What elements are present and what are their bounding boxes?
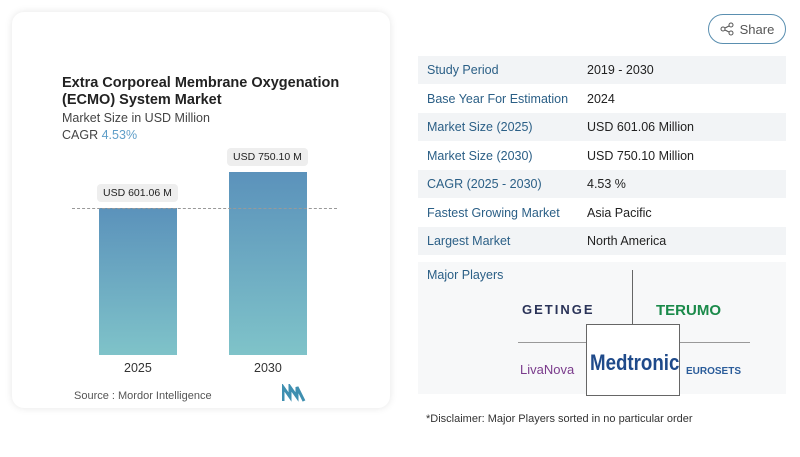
terumo-logo: TERUMO	[656, 302, 721, 319]
disclaimer: *Disclaimer: Major Players sorted in no …	[426, 413, 693, 425]
info-row: Market Size (2030) USD 750.10 Million	[418, 142, 786, 171]
source: Source : Mordor Intelligence	[74, 390, 212, 402]
chart-card	[12, 12, 390, 408]
medtronic-logo: Medtronic	[590, 350, 680, 375]
cagr-label: CAGR	[62, 128, 99, 142]
info-value: 2019 - 2030	[587, 63, 654, 77]
info-value: 2024	[587, 91, 615, 106]
bar-2030	[229, 172, 307, 355]
cagr: CAGR 4.53%	[62, 128, 137, 142]
data-label: USD 601.06 M	[97, 184, 178, 203]
share-icon	[720, 22, 734, 36]
info-key: CAGR (2025 - 2030)	[427, 177, 542, 191]
chart-subtitle: Market Size in USD Million	[62, 111, 210, 125]
info-value: Asia Pacific	[587, 205, 652, 220]
info-key: Fastest Growing Market	[427, 205, 560, 220]
info-value: 4.53 %	[587, 177, 626, 191]
major-players: Major Players GETINGE TERUMO LivaNova Me…	[418, 262, 786, 396]
info-key: Market Size (2030)	[427, 148, 533, 163]
info-key: Study Period	[427, 63, 499, 77]
info-value: USD 601.06 Million	[587, 120, 694, 134]
info-key: Largest Market	[427, 234, 511, 248]
share-label: Share	[739, 21, 775, 37]
x-tick-label: 2030	[254, 361, 282, 375]
bar-2025	[99, 208, 177, 355]
mordor-logo-icon	[282, 384, 306, 402]
info-row: Study Period 2019 - 2030	[418, 56, 786, 85]
livanova-logo: LivaNova	[520, 362, 575, 377]
share-button[interactable]: Share	[708, 14, 786, 44]
info-value: North America	[587, 234, 667, 248]
chart-title: Extra Corporeal Membrane Oxygenation (EC…	[62, 75, 340, 108]
info-row: Base Year For Estimation 2024	[418, 85, 786, 114]
reference-line	[72, 208, 337, 209]
eurosets-logo: EUROSETS	[686, 366, 742, 377]
info-key: Market Size (2025)	[427, 120, 533, 134]
cagr-value: 4.53%	[101, 128, 138, 142]
info-key: Base Year For Estimation	[427, 91, 569, 106]
info-value: USD 750.10 Million	[587, 148, 694, 163]
major-players-heading: Major Players	[427, 268, 504, 282]
info-row: Fastest Growing Market Asia Pacific	[418, 199, 786, 228]
info-row: Largest Market North America	[418, 227, 786, 256]
data-label: USD 750.10 M	[227, 148, 308, 166]
getinge-logo: GETINGE	[522, 302, 595, 317]
x-tick-label: 2025	[124, 361, 152, 375]
info-row: Market Size (2025) USD 601.06 Million	[418, 113, 786, 142]
info-row: CAGR (2025 - 2030) 4.53 %	[418, 170, 786, 199]
